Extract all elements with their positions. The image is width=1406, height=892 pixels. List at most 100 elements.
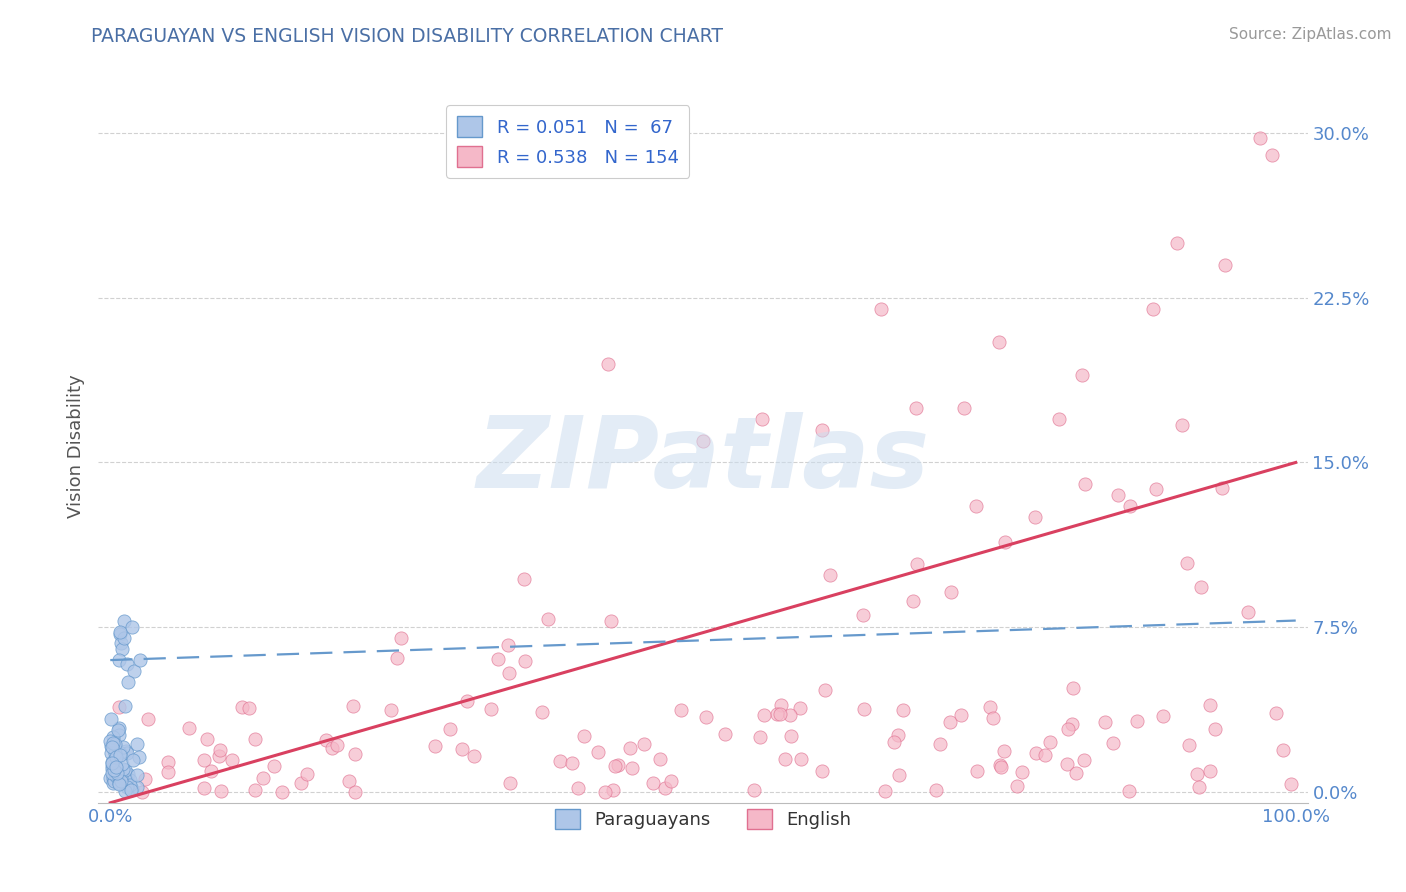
Point: [179, 722, 201, 736]
Point: [1057, 723, 1080, 737]
Point: [714, 727, 737, 741]
Point: [814, 682, 837, 697]
Point: [751, 411, 773, 425]
Point: [1152, 708, 1174, 723]
Point: [1175, 556, 1198, 570]
Point: [561, 756, 583, 771]
Point: [852, 608, 875, 623]
Point: [883, 735, 905, 749]
Point: [1033, 747, 1056, 762]
Point: [105, 760, 128, 774]
Point: [110, 771, 132, 785]
Point: [129, 653, 152, 667]
Point: [111, 763, 134, 777]
Point: [869, 301, 891, 316]
Point: [1074, 476, 1097, 491]
Point: [1056, 757, 1078, 772]
Point: [1107, 488, 1129, 502]
Point: [789, 700, 811, 714]
Point: [530, 705, 553, 719]
Point: [887, 728, 910, 742]
Point: [456, 694, 478, 708]
Point: [769, 698, 792, 712]
Point: [451, 742, 474, 756]
Point: [486, 652, 509, 666]
Point: [748, 730, 770, 744]
Point: [988, 334, 1011, 349]
Point: [117, 675, 139, 690]
Point: [1166, 235, 1188, 250]
Point: [131, 785, 153, 799]
Point: [1125, 714, 1147, 728]
Point: [513, 572, 536, 586]
Point: [641, 776, 664, 790]
Point: [112, 739, 135, 754]
Point: [100, 712, 122, 726]
Y-axis label: Vision Disability: Vision Disability: [66, 374, 84, 518]
Point: [100, 734, 122, 748]
Point: [1178, 738, 1201, 752]
Point: [548, 754, 571, 768]
Point: [1073, 753, 1095, 767]
Point: [115, 657, 138, 672]
Point: [101, 762, 124, 776]
Point: [1204, 723, 1226, 737]
Point: [110, 635, 132, 649]
Point: [380, 703, 402, 717]
Point: [114, 773, 136, 788]
Point: [107, 653, 129, 667]
Point: [103, 737, 125, 751]
Point: [1249, 130, 1271, 145]
Point: [586, 745, 609, 759]
Point: [252, 771, 274, 785]
Point: [105, 769, 128, 783]
Point: [104, 766, 127, 780]
Point: [463, 748, 485, 763]
Point: [105, 760, 128, 774]
Point: [925, 782, 948, 797]
Point: [742, 783, 765, 797]
Point: [994, 535, 1017, 549]
Point: [513, 654, 536, 668]
Point: [117, 747, 139, 761]
Point: [1062, 681, 1084, 695]
Point: [1171, 417, 1194, 432]
Point: [598, 357, 620, 371]
Point: [121, 753, 143, 767]
Point: [768, 706, 790, 721]
Point: [1142, 301, 1164, 316]
Point: [128, 750, 150, 764]
Point: [1024, 510, 1046, 524]
Point: [343, 747, 366, 761]
Point: [326, 739, 349, 753]
Point: [853, 702, 876, 716]
Point: [990, 760, 1012, 774]
Point: [1071, 368, 1094, 382]
Point: [988, 758, 1011, 772]
Point: [127, 768, 149, 782]
Point: [111, 642, 134, 657]
Point: [593, 784, 616, 798]
Point: [1062, 716, 1084, 731]
Point: [315, 733, 337, 747]
Point: [107, 728, 129, 742]
Point: [765, 706, 787, 721]
Point: [271, 785, 294, 799]
Point: [692, 434, 714, 448]
Point: [633, 738, 655, 752]
Point: [905, 401, 928, 415]
Point: [195, 732, 218, 747]
Point: [1213, 258, 1236, 272]
Point: [810, 423, 832, 437]
Point: [295, 766, 318, 780]
Point: [263, 759, 285, 773]
Point: [114, 784, 136, 798]
Point: [901, 594, 924, 608]
Point: [208, 743, 231, 757]
Point: [952, 401, 974, 415]
Text: ZIPatlas: ZIPatlas: [477, 412, 929, 508]
Point: [108, 699, 131, 714]
Point: [498, 665, 520, 680]
Point: [1025, 746, 1047, 760]
Point: [654, 780, 676, 795]
